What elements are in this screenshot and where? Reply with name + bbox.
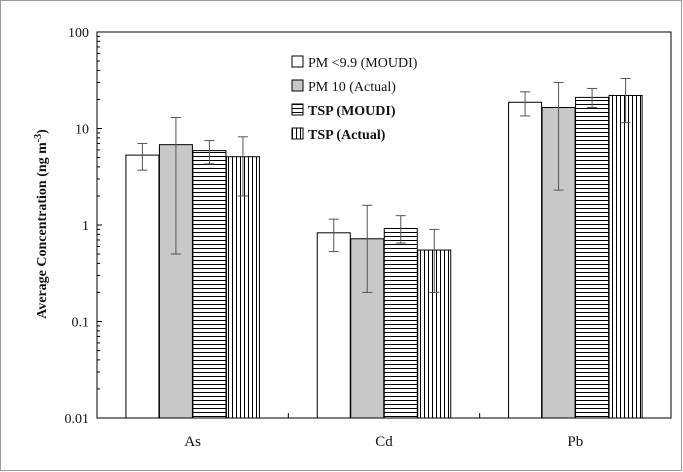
- x-tick-label-cd: Cd: [375, 434, 393, 450]
- bars-group: [125, 94, 643, 419]
- bar-as-series-3: [192, 150, 227, 419]
- error-bars-group: [137, 77, 631, 293]
- legend-swatch-1: [291, 55, 304, 68]
- legend-label-2: PM 10 (Actual): [308, 80, 396, 95]
- y-tick-label: 10: [75, 123, 89, 138]
- legend-swatch-4: [291, 127, 304, 140]
- y-axis-label: Average Concentration (ng m-3): [33, 129, 51, 319]
- legend-label-4: TSP (Actual): [308, 128, 386, 143]
- y-axis-label-sup: -3: [33, 134, 44, 142]
- bar-pb-series-1: [508, 101, 543, 419]
- y-tick-label: 0.01: [65, 412, 90, 427]
- bar-as-series-1: [125, 154, 160, 419]
- bar-as-series-4: [225, 156, 260, 419]
- y-axis-label-main: Average Concentration (ng m: [35, 142, 50, 319]
- x-tick-label-as: As: [184, 434, 201, 450]
- legend-swatch-2: [291, 79, 304, 92]
- bar-cd-series-1: [316, 232, 351, 419]
- y-tick-label: 0.1: [72, 316, 90, 331]
- y-tick-label: 1: [82, 219, 89, 234]
- bar-cd-series-3: [383, 227, 418, 419]
- bar-pb-series-3: [575, 96, 610, 419]
- legend: PM <9.9 (MOUDI) PM 10 (Actual) TSP (MOUDI)…: [286, 48, 452, 148]
- legend-background: [286, 48, 452, 148]
- bar-pb-series-4: [608, 94, 643, 419]
- legend-label-3: TSP (MOUDI): [308, 104, 396, 119]
- legend-label-1: PM <9.9 (MOUDI): [308, 56, 418, 71]
- legend-swatch-3: [291, 103, 304, 116]
- y-tick-label: 100: [68, 26, 89, 41]
- x-tick-label-pb: Pb: [567, 434, 583, 450]
- y-axis-label-close: ): [35, 129, 50, 134]
